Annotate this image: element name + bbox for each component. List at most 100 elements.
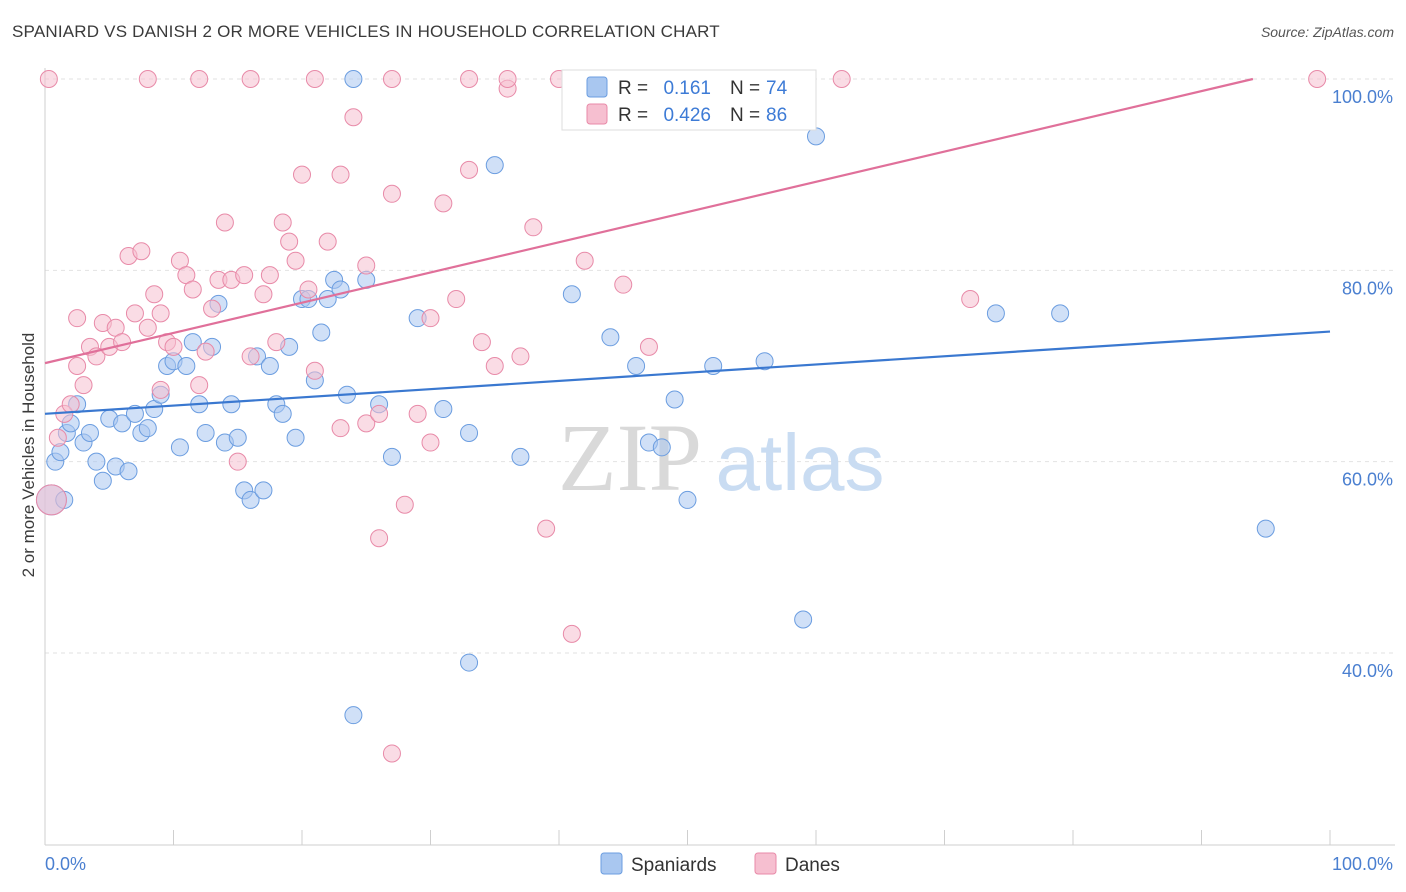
data-point [280,232,299,251]
trend-line [44,77,1254,365]
data-point [299,280,318,299]
data-point [614,275,633,294]
data-point [125,404,144,423]
series-spaniards [35,70,1275,725]
data-point [228,428,247,447]
data-point [511,347,530,366]
data-point [1051,304,1070,323]
data-point [305,361,324,380]
data-point [370,404,389,423]
x-tick-label: 100.0% [1332,854,1393,874]
data-point [80,423,99,442]
data-point [254,285,273,304]
data-point [260,357,279,375]
data-point [87,452,106,471]
data-point [93,471,112,490]
data-point [1308,70,1327,88]
data-point [382,447,401,466]
x-tick-label: 0.0% [45,854,86,874]
data-point [421,309,440,328]
data-point [460,160,479,179]
data-point [357,414,376,433]
series-danes [35,70,1327,763]
data-point [222,395,241,414]
data-point [511,447,530,466]
data-point [190,376,209,395]
data-point [639,337,658,356]
legend-swatch [586,76,608,98]
data-point [601,328,620,347]
legend-n-label: N = [730,105,760,126]
data-point [68,309,87,328]
data-point [408,404,427,423]
legend-r-label: R = [618,78,648,99]
data-point [460,423,479,442]
data-point [961,290,980,309]
data-point [460,70,479,88]
data-point [344,70,363,88]
x-tick-labels: 0.0% 100.0% [45,854,1393,874]
data-point [678,490,697,509]
data-point [286,428,305,447]
legend-n-label: N = [730,78,760,99]
data-point [382,184,401,203]
data-point [273,213,292,232]
data-point [138,70,157,88]
data-point [986,304,1005,323]
watermark-zip: ZIP [558,404,702,511]
legend-swatch [586,103,608,125]
data-point [472,333,491,352]
bottom-legend-swatch [754,852,777,875]
data-point [755,352,774,371]
data-point [177,357,196,375]
data-point [1256,519,1275,538]
data-point [138,419,157,438]
data-point [331,419,350,438]
data-point [74,376,93,395]
data-point [203,299,222,318]
data-point [524,218,543,237]
bottom-legend-label: Spaniards [631,855,717,876]
data-point [170,438,189,457]
data-point [61,395,80,414]
data-point [447,290,466,309]
bottom-legend: Spaniards Danes [600,852,840,876]
data-point [318,232,337,251]
chart-title: SPANIARD VS DANISH 2 OR MORE VEHICLES IN… [12,22,720,41]
data-point [215,213,234,232]
data-point [370,529,389,548]
data-point [537,519,556,538]
legend-n-value: 74 [766,78,788,99]
data-point [421,433,440,452]
data-point [562,624,581,643]
data-point [254,481,273,500]
y-tick-label: 100.0% [1332,87,1393,107]
data-point [382,70,401,88]
data-point [113,414,132,433]
y-tick-label: 40.0% [1342,661,1393,681]
data-point [241,347,260,366]
watermark-atlas: atlas [716,418,885,507]
data-point [190,70,209,88]
data-point [151,380,170,399]
data-point [241,490,260,509]
data-point [196,342,215,361]
data-point [125,304,144,323]
y-tick-labels: 40.0% 60.0% 80.0% 100.0% [1332,87,1393,681]
data-point [241,70,260,88]
data-point [273,404,292,423]
bottom-legend-label: Danes [785,855,840,876]
trend-lines [44,77,1331,415]
legend-box: R = 0.161 N = 74 R = 0.426 N = 86 [561,69,817,131]
data-point [113,333,132,352]
data-point [460,653,479,672]
legend-r-value: 0.426 [663,105,711,126]
data-point [164,337,183,356]
data-point [485,156,504,175]
data-point [183,280,202,299]
data-point [382,744,401,763]
data-point [357,256,376,275]
data-point [344,706,363,725]
data-point [145,285,164,304]
